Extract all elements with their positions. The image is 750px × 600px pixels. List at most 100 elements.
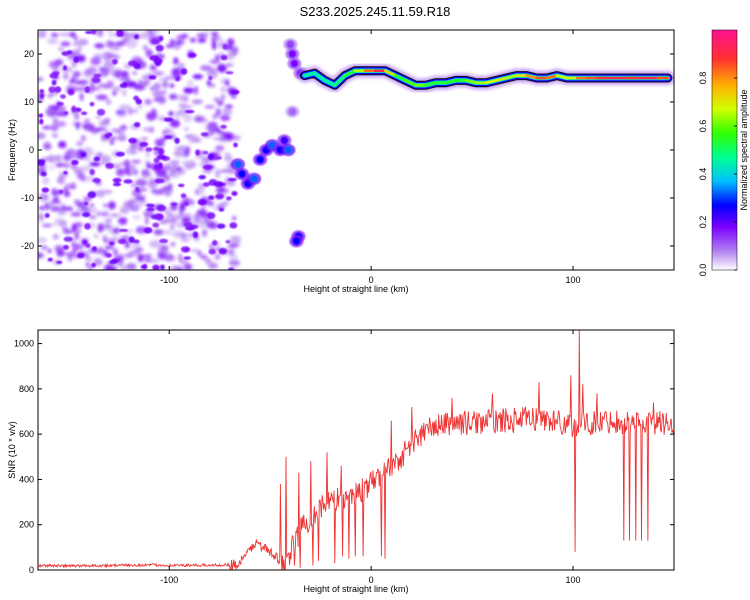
noise-speckle: [202, 164, 213, 170]
noise-speckle: [168, 93, 178, 100]
noise-speckle: [135, 186, 140, 192]
noise-speckle: [38, 253, 43, 258]
spectrogram-ytick-label: -10: [21, 193, 34, 203]
noise-speckle: [105, 162, 114, 167]
noise-speckle: [88, 265, 93, 270]
noise-speckle: [220, 124, 227, 129]
noise-speckle: [164, 210, 173, 216]
noise-speckle: [154, 178, 165, 184]
noise-speckle: [68, 80, 75, 84]
spectrogram-ytick-label: 0: [29, 145, 34, 155]
track-segment: [404, 79, 417, 87]
noise-speckle: [226, 52, 235, 57]
noise-speckle: [158, 162, 163, 169]
noise-speckle: [225, 63, 234, 67]
noise-speckle: [157, 95, 167, 105]
noise-speckle: [125, 80, 137, 88]
noise-speckle: [131, 191, 139, 197]
noise-speckle: [39, 89, 45, 93]
noise-speckle: [218, 207, 225, 212]
noise-speckle: [197, 38, 207, 43]
noise-speckle: [223, 152, 231, 157]
track-segment: [323, 79, 337, 87]
noise-speckle: [143, 79, 150, 86]
noise-speckle: [131, 151, 137, 155]
noise-speckle: [202, 150, 209, 155]
noise-layer-dark: [38, 30, 240, 270]
noise-speckle: [145, 147, 153, 152]
noise-speckle: [201, 228, 208, 237]
noise-speckle: [179, 148, 185, 158]
noise-speckle: [71, 105, 76, 113]
noise-speckle: [63, 187, 69, 192]
noise-speckle: [153, 147, 160, 151]
noise-speckle: [89, 162, 101, 167]
noise-speckle: [38, 30, 47, 39]
snr-ytick-label: 800: [19, 384, 34, 394]
noise-speckle: [95, 115, 102, 119]
noise-speckle: [157, 251, 166, 260]
noise-speckle: [164, 76, 173, 80]
noise-speckle: [220, 54, 228, 61]
noise-speckle: [226, 38, 235, 47]
track-segment: [464, 79, 478, 85]
noise-speckle: [49, 200, 62, 205]
noise-speckle: [114, 41, 126, 47]
noise-speckle: [134, 34, 140, 40]
noise-speckle: [227, 177, 237, 182]
noise-speckle: [184, 202, 189, 206]
noise-speckle: [119, 206, 130, 214]
noise-speckle: [124, 241, 130, 249]
noise-speckle: [39, 93, 45, 99]
noise-speckle: [182, 113, 193, 123]
noise-speckle: [192, 231, 199, 239]
noise-speckle: [171, 119, 181, 128]
noise-speckle: [93, 156, 101, 162]
noise-speckle: [89, 215, 97, 220]
noise-speckle: [85, 248, 93, 253]
spectrogram-ytick-label: -20: [21, 241, 34, 251]
noise-speckle: [169, 38, 175, 46]
noise-speckle: [71, 159, 79, 166]
noise-speckle: [44, 213, 50, 218]
noise-speckle: [80, 135, 86, 142]
noise-speckle: [43, 141, 51, 147]
noise-speckle: [161, 245, 168, 251]
noise-speckle: [103, 223, 113, 231]
spectrogram-xlabel: Height of straight line (km): [303, 284, 408, 294]
noise-speckle: [48, 110, 59, 116]
noise-speckle: [105, 253, 112, 258]
noise-speckle: [112, 182, 122, 187]
noise-speckle: [52, 68, 60, 73]
noise-speckle: [205, 123, 217, 132]
colorbar-gradient: [711, 29, 738, 271]
noise-speckle: [155, 44, 164, 52]
noise-speckle: [197, 199, 207, 206]
noise-speckle: [144, 217, 150, 225]
noise-speckle: [204, 258, 212, 264]
noise-speckle: [38, 132, 46, 140]
noise-speckle: [152, 222, 160, 228]
noise-speckle: [60, 41, 71, 47]
noise-speckle: [118, 228, 129, 232]
noise-speckle: [73, 41, 79, 46]
noise-speckle: [169, 83, 175, 88]
noise-speckle: [89, 168, 96, 176]
noise-speckle: [200, 254, 208, 260]
colorbar: 0.0 0.2 0.4 0.6 0.8 Normalized spectral ampl…: [698, 29, 749, 276]
noise-speckle: [177, 94, 189, 102]
noise-speckle: [98, 67, 105, 71]
noise-speckle: [204, 30, 210, 34]
noise-speckle: [211, 31, 219, 37]
noise-speckle: [153, 229, 164, 236]
noise-speckle: [51, 79, 57, 86]
noise-speckle: [87, 191, 96, 199]
noise-speckle: [48, 165, 55, 170]
noise-speckle: [142, 254, 153, 258]
noise-speckle: [135, 226, 148, 234]
noise-speckle: [187, 79, 194, 87]
noise-speckle: [95, 94, 108, 101]
noise-speckle: [150, 30, 161, 35]
noise-speckle: [63, 111, 69, 115]
blob-core: [292, 237, 301, 246]
